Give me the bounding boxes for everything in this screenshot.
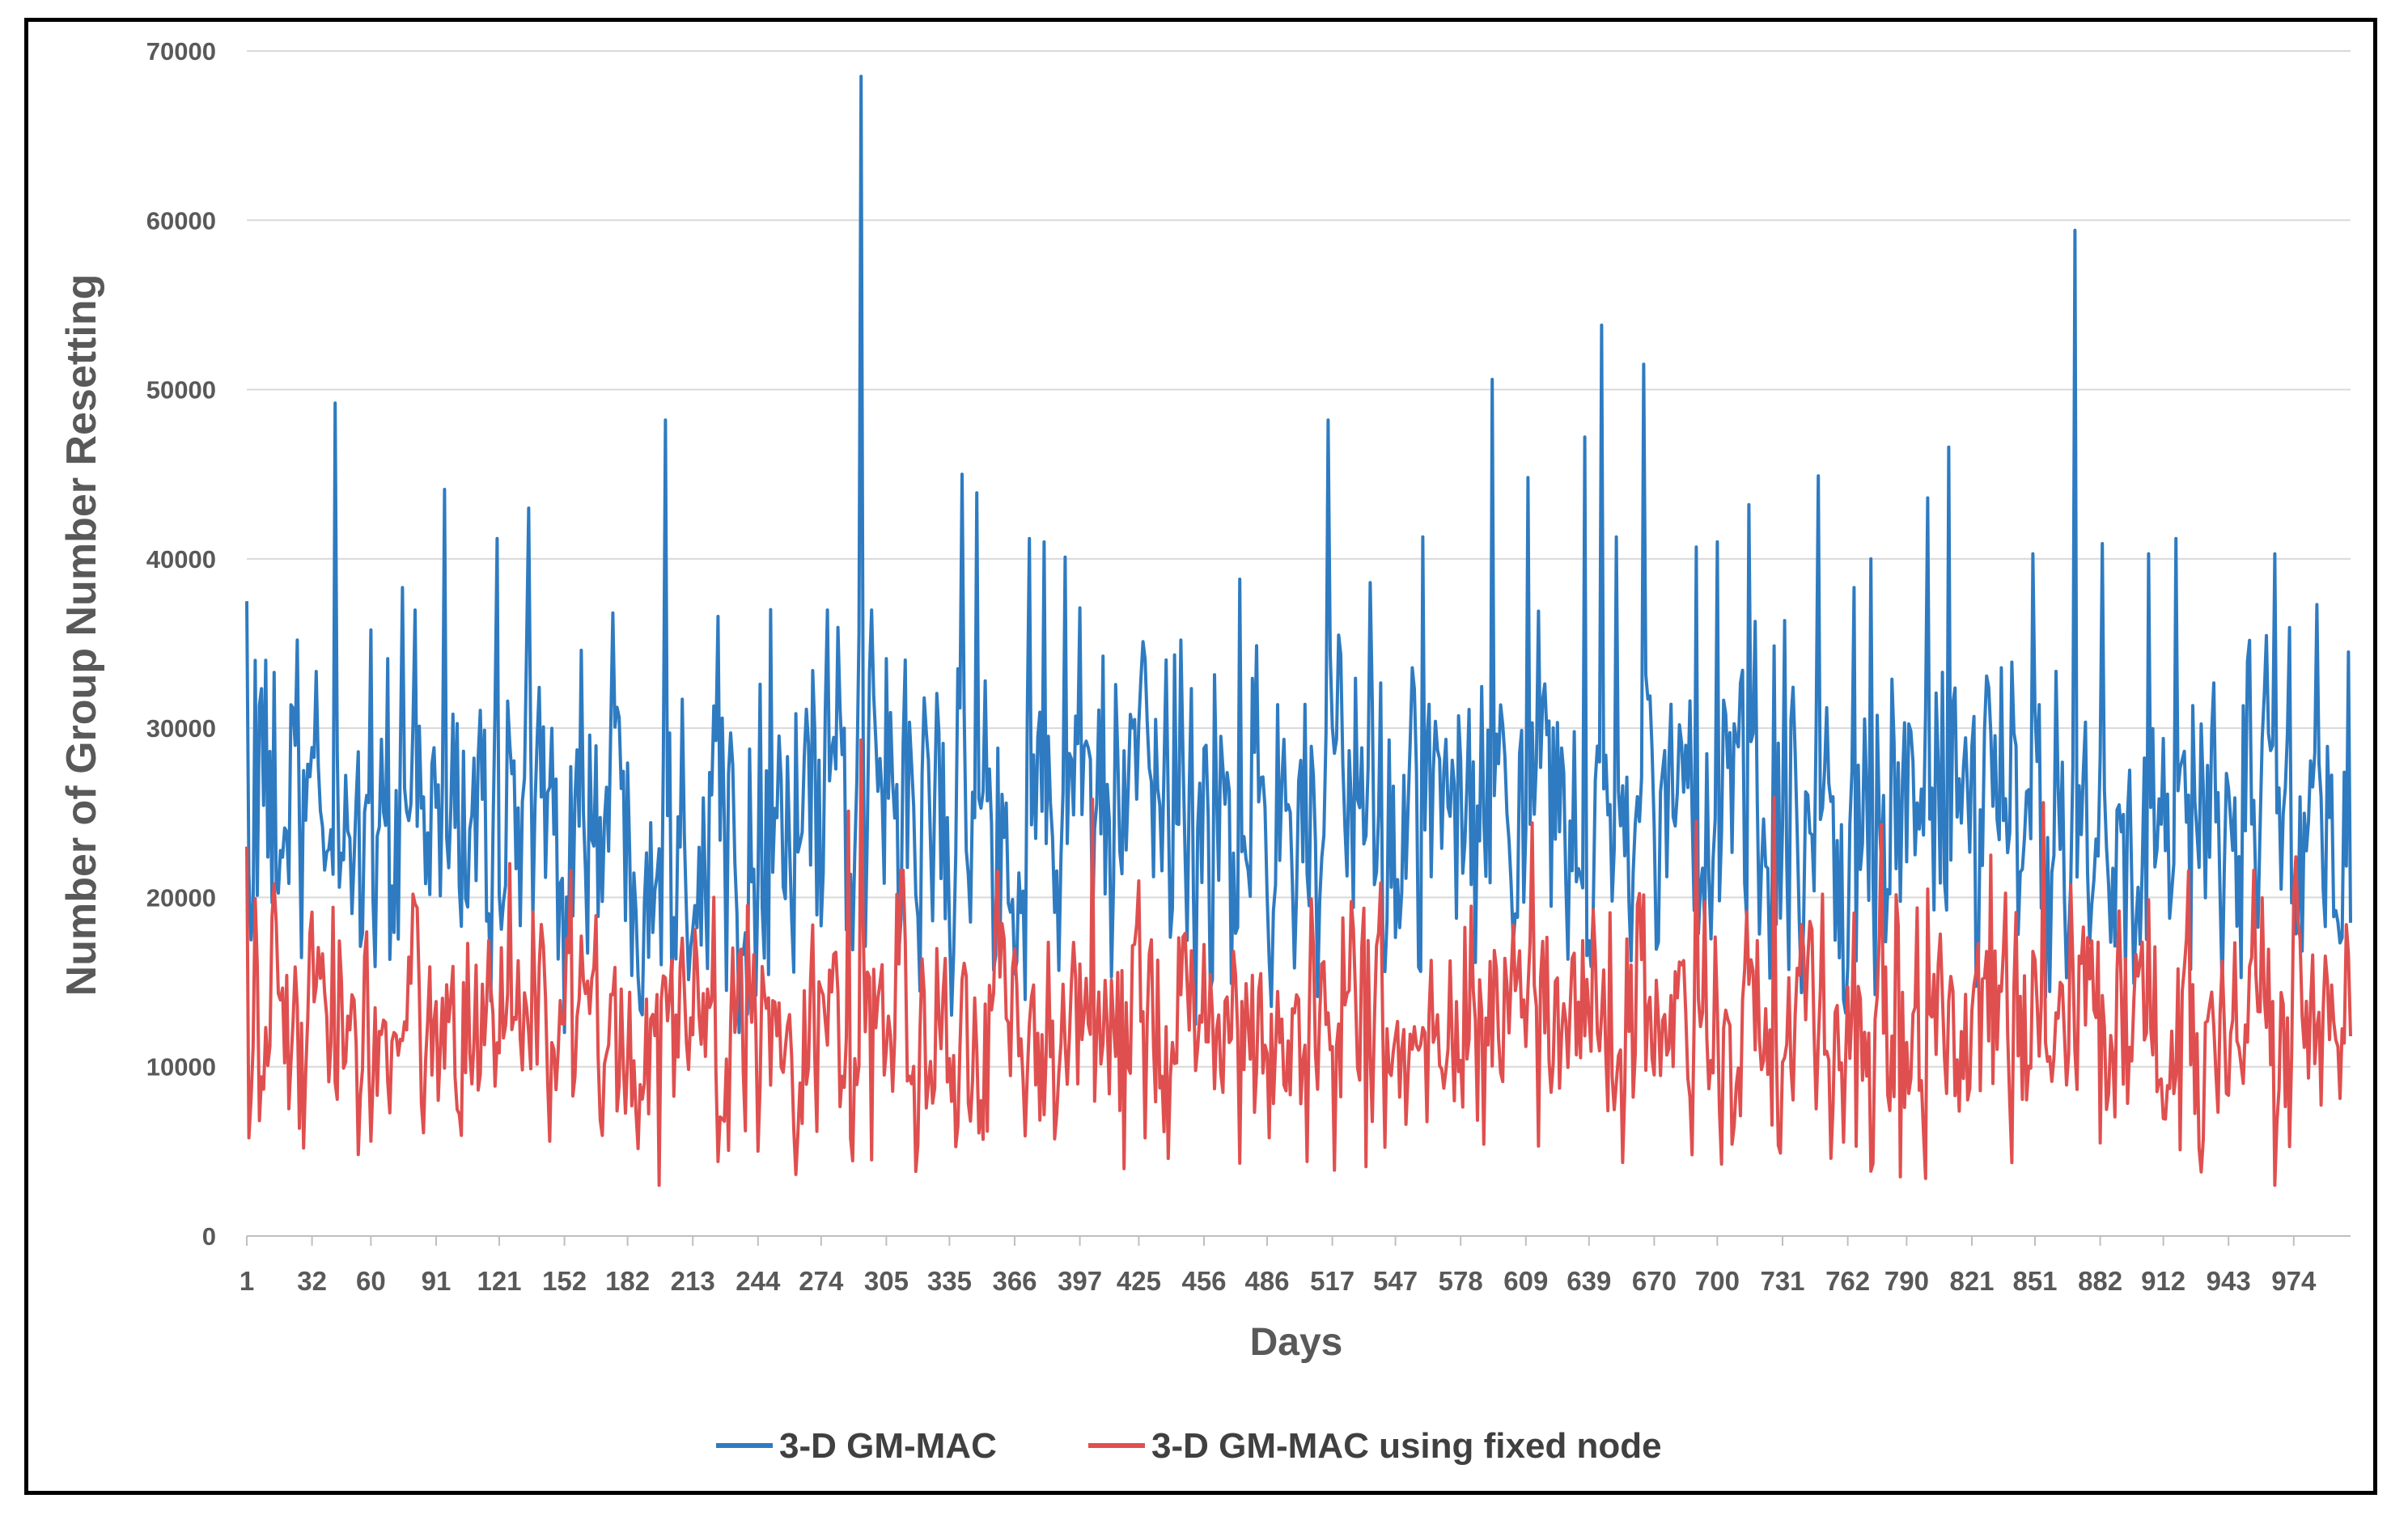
legend: 3-D GM-MAC 3-D GM-MAC using fixed node (716, 1426, 1662, 1466)
x-tick-label: 578 (1439, 1266, 1483, 1296)
y-tick-label: 20000 (146, 883, 216, 912)
x-tick-label: 182 (605, 1266, 650, 1296)
x-tick-label: 213 (671, 1266, 715, 1296)
y-axis-ticks: 0 10000 20000 30000 40000 50000 60000 70000 (146, 37, 216, 1251)
legend-label-series-1: 3-D GM-MAC (779, 1426, 997, 1466)
x-tick-label: 731 (1760, 1266, 1804, 1296)
y-tick-label: 10000 (146, 1053, 216, 1082)
x-tick-label: 425 (1117, 1266, 1161, 1296)
x-tick-label: 882 (2078, 1266, 2122, 1296)
x-tick-label: 60 (356, 1266, 386, 1296)
x-axis-title: Days (1250, 1321, 1343, 1364)
x-tick-label: 32 (297, 1266, 327, 1296)
x-tick-label: 152 (542, 1266, 587, 1296)
x-tick-label: 456 (1181, 1266, 1226, 1296)
series-line-2 (245, 738, 2352, 1187)
legend-label-series-2: 3-D GM-MAC using fixed node (1151, 1426, 1662, 1466)
y-tick-label: 0 (202, 1222, 216, 1251)
x-tick-label: 547 (1373, 1266, 1418, 1296)
x-tick-label: 91 (422, 1266, 451, 1296)
x-tick-label: 821 (1949, 1266, 1994, 1296)
x-tick-label: 639 (1566, 1266, 1611, 1296)
x-tick-label: 943 (2207, 1266, 2251, 1296)
x-tick-label: 366 (992, 1266, 1037, 1296)
series-lines (245, 74, 2352, 1187)
x-tick-label: 609 (1503, 1266, 1548, 1296)
x-tick-label: 397 (1058, 1266, 1102, 1296)
y-tick-label: 40000 (146, 545, 216, 574)
series-line-1 (245, 74, 2352, 1035)
x-tick-label: 486 (1244, 1266, 1289, 1296)
x-tick-label: 121 (477, 1266, 521, 1296)
x-tick-label: 670 (1632, 1266, 1677, 1296)
x-tick-label: 912 (2141, 1266, 2185, 1296)
x-tick-label: 851 (2012, 1266, 2057, 1296)
x-tick-label: 517 (1310, 1266, 1354, 1296)
x-tick-label: 244 (736, 1266, 781, 1296)
y-tick-label: 70000 (146, 37, 216, 66)
x-tick-label: 335 (927, 1266, 972, 1296)
x-tick-label: 274 (799, 1266, 844, 1296)
y-axis-title: Number of Group Number Resetting (58, 274, 105, 997)
x-tick-label: 1 (240, 1266, 254, 1296)
x-tick-label: 790 (1884, 1266, 1929, 1296)
y-tick-label: 60000 (146, 206, 216, 235)
x-axis-ticks: 1 32 60 91 121 152 182 213 244 274 305 335 366 397 425… (240, 1236, 2317, 1296)
x-tick-label: 305 (864, 1266, 909, 1296)
x-tick-label: 762 (1825, 1266, 1870, 1296)
y-tick-label: 50000 (146, 376, 216, 404)
y-tick-label: 30000 (146, 714, 216, 743)
x-tick-label: 700 (1695, 1266, 1740, 1296)
x-tick-label: 974 (2271, 1266, 2317, 1296)
